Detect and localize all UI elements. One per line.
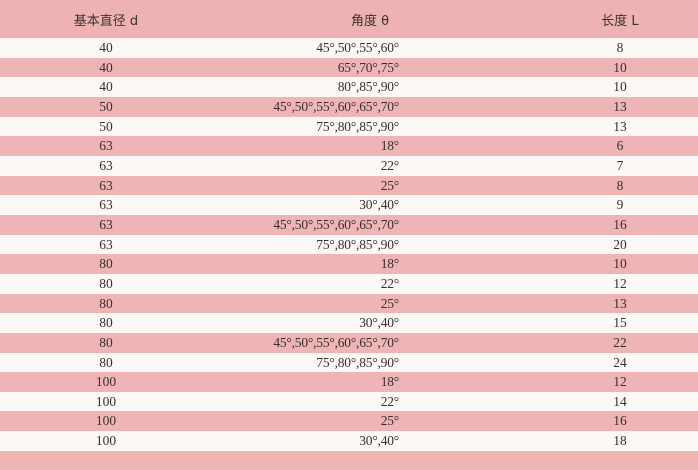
- cell-length: 10: [613, 59, 627, 75]
- cell-angle: 25°: [380, 177, 400, 193]
- table-row: 63 22° 7: [0, 155, 698, 176]
- header-diameter: 基本直径 d: [73, 14, 139, 29]
- table-row: 63 18° 6: [0, 136, 698, 156]
- table-row: 40 65°,70°,75° 10: [0, 57, 698, 78]
- table-row: 40 80°,85°,90° 10: [0, 77, 698, 97]
- cell-angle: 75°,80°,85°,90°: [316, 118, 399, 134]
- cell-angle: 22°: [380, 275, 400, 291]
- cell-angle: 45°,50°,55°,60°,65°,70°: [273, 216, 399, 232]
- table-row: 80 30°,40° 15: [0, 313, 698, 333]
- cell-diameter: 50: [99, 98, 113, 114]
- cell-angle: 75°,80°,85°,90°: [316, 354, 399, 370]
- header-angle: 角度 θ: [350, 14, 390, 29]
- cell-diameter: 100: [95, 433, 117, 449]
- cell-length: 10: [613, 79, 627, 95]
- table-row: 80 45°,50°,55°,60°,65°,70° 22: [0, 332, 698, 353]
- table-row: 50 45°,50°,55°,60°,65°,70° 13: [0, 96, 698, 117]
- cell-length: 18: [613, 433, 627, 449]
- cell-angle: 18°: [380, 374, 400, 390]
- table-row: 63 75°,80°,85°,90° 20: [0, 234, 698, 255]
- cell-angle: 25°: [380, 413, 400, 429]
- cell-angle: 18°: [380, 256, 400, 272]
- table-row: 100 30°,40° 18: [0, 431, 698, 451]
- cell-diameter: 63: [99, 197, 113, 213]
- cell-length: 6: [616, 138, 624, 154]
- cell-length: 7: [616, 157, 624, 173]
- cell-angle: 30°,40°: [359, 315, 399, 331]
- cell-angle: 30°,40°: [359, 433, 399, 449]
- cell-diameter: 40: [99, 40, 113, 55]
- cell-length: 14: [613, 393, 627, 409]
- cell-diameter: 80: [99, 334, 113, 350]
- cell-angle: 45°,50°,55°,60°,65°,70°: [273, 334, 399, 350]
- cell-diameter: 63: [99, 138, 113, 154]
- cell-length: 9: [616, 197, 624, 213]
- cell-angle: 30°,40°: [359, 197, 399, 213]
- cell-angle: 80°,85°,90°: [337, 79, 399, 95]
- cell-length: 8: [616, 177, 624, 193]
- cell-length: 12: [613, 275, 627, 291]
- table-body: 40 45°,50°,55°,60° 8 40 65°,70°,75° 10 40 80°,8…: [0, 38, 698, 451]
- cell-angle: 45°,50°,55°,60°,65°,70°: [273, 98, 399, 114]
- cell-diameter: 80: [99, 275, 113, 291]
- cell-length: 20: [613, 236, 627, 252]
- header-length: 长度 L: [601, 14, 639, 29]
- table-row: 100 25° 16: [0, 411, 698, 432]
- cell-diameter: 80: [99, 295, 113, 311]
- cell-diameter: 100: [95, 413, 117, 429]
- table-row: 80 75°,80°,85°,90° 24: [0, 352, 698, 373]
- table-row: 80 22° 12: [0, 273, 698, 294]
- table-row: 50 75°,80°,85°,90° 13: [0, 116, 698, 137]
- cell-diameter: 63: [99, 157, 113, 173]
- cell-length: 12: [613, 374, 627, 390]
- table-row: 80 18° 10: [0, 254, 698, 274]
- cell-length: 22: [613, 334, 627, 350]
- cell-diameter: 63: [99, 236, 113, 252]
- table-row: 40 45°,50°,55°,60° 8: [0, 38, 698, 58]
- cell-diameter: 80: [99, 256, 113, 272]
- cell-diameter: 40: [99, 59, 113, 75]
- cell-angle: 25°: [380, 295, 400, 311]
- cell-diameter: 50: [99, 118, 113, 134]
- cell-angle: 65°,70°,75°: [337, 59, 399, 75]
- cell-diameter: 100: [95, 374, 117, 390]
- cell-length: 8: [616, 40, 624, 55]
- table-row: 63 25° 8: [0, 175, 698, 196]
- table-row: 63 45°,50°,55°,60°,65°,70° 16: [0, 214, 698, 235]
- cell-length: 13: [613, 295, 627, 311]
- cell-diameter: 40: [99, 79, 113, 95]
- cell-length: 15: [613, 315, 627, 331]
- table-row: 63 30°,40° 9: [0, 195, 698, 215]
- cell-angle: 18°: [380, 138, 400, 154]
- cell-angle: 22°: [380, 393, 400, 409]
- cell-length: 13: [613, 118, 627, 134]
- cell-diameter: 80: [99, 315, 113, 331]
- cell-length: 10: [613, 256, 627, 272]
- cell-diameter: 80: [99, 354, 113, 370]
- cell-diameter: 63: [99, 177, 113, 193]
- table-row: 100 22° 14: [0, 391, 698, 412]
- table-footer-band: [0, 451, 698, 470]
- cell-diameter: 100: [95, 393, 117, 409]
- cell-length: 16: [613, 413, 627, 429]
- cell-length: 24: [613, 354, 627, 370]
- table-row: 100 18° 12: [0, 372, 698, 392]
- table-header: 基本直径 d 角度 θ 长度 L: [0, 0, 698, 38]
- table-row: 80 25° 13: [0, 293, 698, 314]
- cell-angle: 75°,80°,85°,90°: [316, 236, 399, 252]
- cell-length: 16: [613, 216, 627, 232]
- cell-angle: 22°: [380, 157, 400, 173]
- cell-angle: 45°,50°,55°,60°: [316, 40, 399, 55]
- cell-diameter: 63: [99, 216, 113, 232]
- cell-length: 13: [613, 98, 627, 114]
